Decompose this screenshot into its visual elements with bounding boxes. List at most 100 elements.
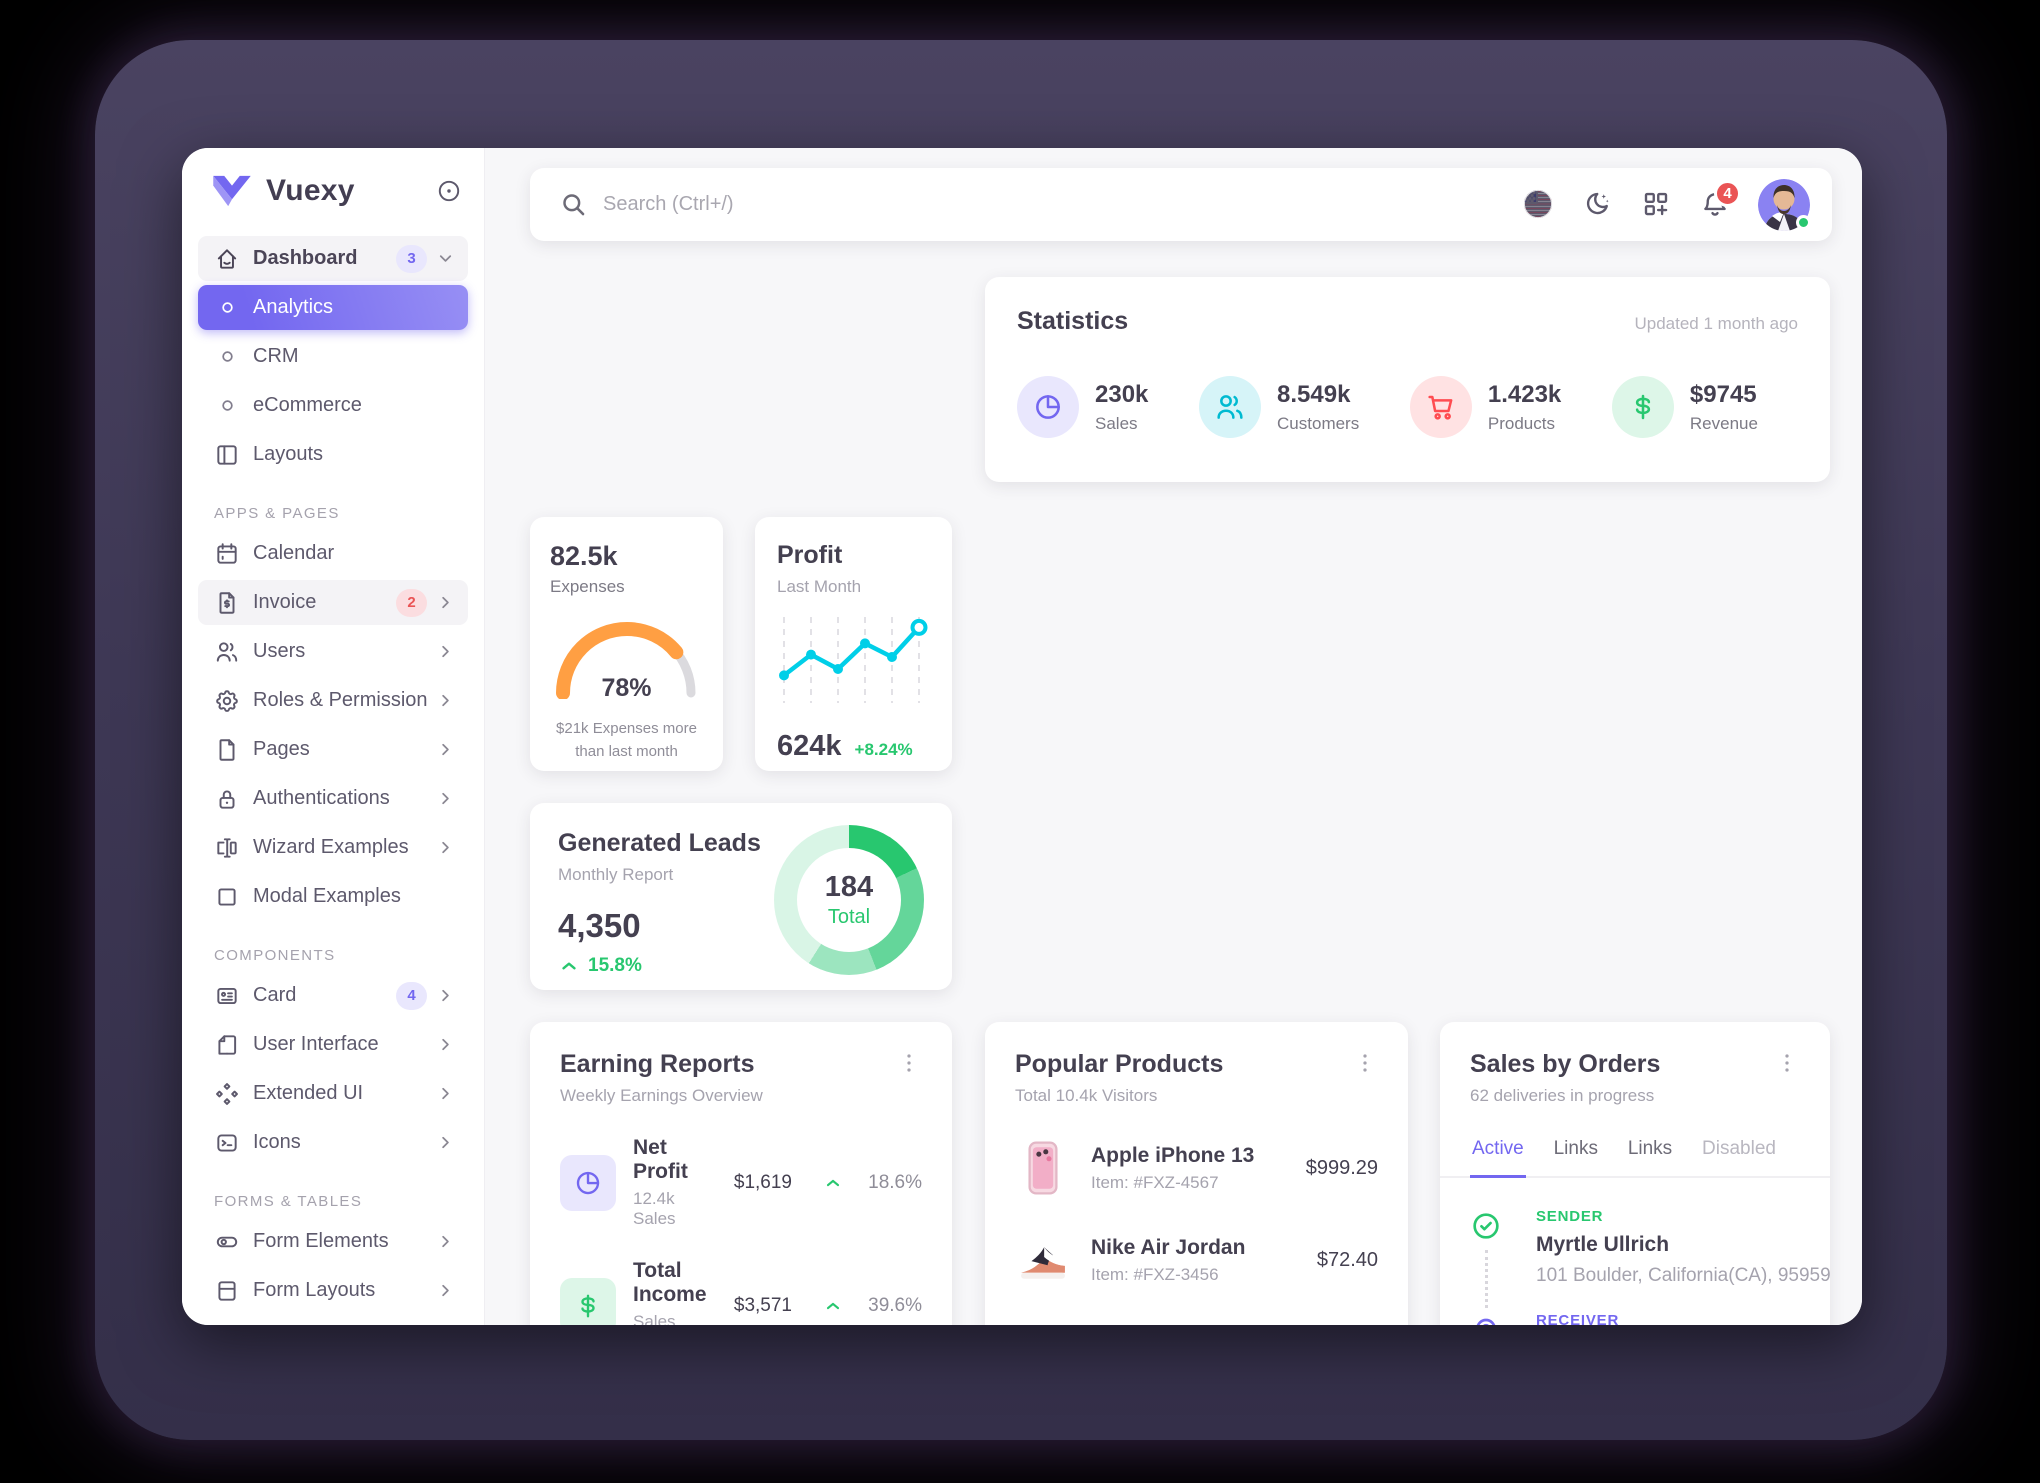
sidebar-item[interactable]: User Interface [198, 1022, 468, 1067]
orders-tab[interactable]: Disabled [1700, 1126, 1778, 1178]
earning-row-subtitle: Sales, Affiliation [633, 1312, 681, 1325]
sidebar-item-icon [221, 301, 234, 314]
stat-label: Products [1487, 413, 1555, 433]
kebab-menu-icon [1352, 1050, 1378, 1076]
moon-icon [1582, 189, 1612, 219]
product-rows: Apple iPhone 13 Item: #FXZ-4567 $999.29 … [1015, 1138, 1378, 1325]
sidebar-item-label: Icons [253, 1131, 301, 1153]
sidebar-item[interactable]: Users [198, 629, 468, 674]
donut-total-label: Total [827, 906, 871, 928]
timeline-glyph-icon [1470, 1210, 1502, 1242]
profit-subtitle: Last Month [777, 577, 862, 596]
product-row: Apple iPhone 13 Item: #FXZ-4567 $999.29 [1015, 1138, 1378, 1198]
search-input[interactable] [603, 193, 1522, 216]
earning-row-value: $1,619 [733, 1171, 792, 1193]
product-name: Nike Air Jordan [1091, 1235, 1246, 1259]
sidebar-item[interactable]: Invoice 2 [198, 580, 468, 625]
sidebar-item[interactable]: Layouts [198, 432, 468, 477]
sidebar-item[interactable]: Wizard Examples [198, 825, 468, 870]
sidebar-item-icon-slot [214, 442, 240, 468]
sidebar-item[interactable]: Authentications [198, 776, 468, 821]
expenses-card: 82.5k Expenses 78% $21k Expenses more th… [530, 517, 723, 771]
earning-row-subtitle: 12.4k Sales [633, 1189, 676, 1228]
chevron-icon [436, 740, 455, 759]
sidebar-item-label: Form Layouts [253, 1279, 376, 1301]
sidebar-item-label: Layouts [253, 443, 324, 465]
product-item-code: Item: #FXZ-3456 [1091, 1264, 1219, 1284]
chevron-icon [436, 1232, 455, 1251]
orders-tab[interactable]: Active [1470, 1126, 1526, 1178]
sidebar-item-label: Form Elements [253, 1230, 389, 1252]
chevron-icon [436, 1084, 455, 1103]
sidebar-item-icon [214, 246, 240, 272]
notifications-button[interactable]: 4 [1699, 179, 1741, 221]
chevron-icon [436, 642, 455, 661]
sidebar-item[interactable]: Calendar [198, 531, 468, 576]
generated-leads-card: Generated Leads Monthly Report 4,350 15.… [530, 803, 952, 990]
notification-count-badge: 4 [1714, 179, 1741, 207]
sidebar-item[interactable]: Analytics [198, 285, 468, 330]
sidebar-item[interactable]: Modal Examples [198, 874, 468, 919]
earning-menu-button[interactable] [896, 1050, 922, 1076]
sidebar-item[interactable]: Form Layouts [198, 1268, 468, 1313]
timeline-person-name: Myrtle Ullrich [1536, 1233, 1670, 1256]
sidebar-item[interactable]: Dashboard 3 [198, 236, 468, 281]
sidebar-item[interactable]: CRM [198, 334, 468, 379]
leads-value: 4,350 [558, 907, 641, 944]
stat-icon-circle [1409, 376, 1472, 438]
sidebar-item-icon-slot [214, 393, 240, 419]
earning-subtitle: Weekly Earnings Overview [560, 1086, 763, 1105]
donut-total: 184 [824, 871, 874, 903]
earning-row-icon-box [560, 1277, 616, 1325]
sidebar-item-label: Roles & Permissions [253, 689, 427, 711]
sidebar-item: COMPONENTS [198, 941, 468, 969]
chevron-icon [436, 593, 455, 612]
sidebar: Vuexy Dashboard 3 [182, 148, 485, 1325]
theme-toggle-button[interactable] [1581, 189, 1613, 221]
sidebar-item[interactable]: Extended UI [198, 1071, 468, 1116]
brand-title: Vuexy [266, 174, 355, 207]
sidebar-item: APPS & PAGES [198, 499, 468, 527]
language-flag-button[interactable] [1522, 189, 1554, 221]
leads-title: Generated Leads [558, 829, 761, 857]
sidebar-pin-toggle[interactable] [435, 178, 462, 205]
expenses-percent: 78% [601, 674, 652, 702]
chevron-icon [436, 691, 455, 710]
chevron-icon [436, 1035, 455, 1054]
timeline-connector [1485, 1250, 1488, 1308]
sidebar-item[interactable]: Icons [198, 1120, 468, 1165]
products-subtitle: Total 10.4k Visitors [1015, 1086, 1158, 1105]
orders-menu-button[interactable] [1774, 1050, 1800, 1076]
sidebar-item-label: Calendar [253, 542, 335, 564]
sidebar-item-icon [214, 1229, 240, 1255]
stat-icon [1032, 391, 1064, 423]
sidebar-item[interactable]: eCommerce [198, 383, 468, 428]
profit-line-chart [779, 617, 928, 703]
sidebar-item[interactable]: Form Elements [198, 1219, 468, 1264]
earning-row-title: Net Profit [633, 1136, 688, 1183]
orders-title: Sales by Orders [1470, 1050, 1661, 1078]
online-status-dot [1796, 214, 1811, 230]
stat-icon [1627, 391, 1659, 423]
sidebar-item[interactable]: Pages [198, 727, 468, 772]
shortcuts-button[interactable] [1640, 189, 1672, 221]
sidebar-item-icon [214, 1278, 240, 1304]
sidebar-item-icon [214, 1081, 240, 1107]
sidebar-item-label: Authentications [253, 787, 390, 809]
donut-center: 184 Total [797, 848, 901, 952]
earning-row-percent: 39.6% [868, 1294, 922, 1316]
orders-tab[interactable]: Links [1626, 1126, 1674, 1178]
stat-item: 8.549k Customers [1199, 376, 1359, 438]
sidebar-item-icon-slot [214, 344, 240, 370]
sidebar-item-icon [221, 350, 234, 363]
sidebar-item[interactable]: Roles & Permissions [198, 678, 468, 723]
user-avatar[interactable] [1758, 178, 1811, 231]
profit-delta: +8.24% [854, 740, 913, 759]
earning-row-percent: 18.6% [868, 1171, 922, 1193]
orders-tab[interactable]: Links [1552, 1126, 1600, 1178]
products-menu-button[interactable] [1352, 1050, 1378, 1076]
sidebar-item-label: Analytics [253, 296, 334, 318]
chevron-icon [436, 838, 455, 857]
sidebar-item[interactable]: Card 4 [198, 973, 468, 1018]
